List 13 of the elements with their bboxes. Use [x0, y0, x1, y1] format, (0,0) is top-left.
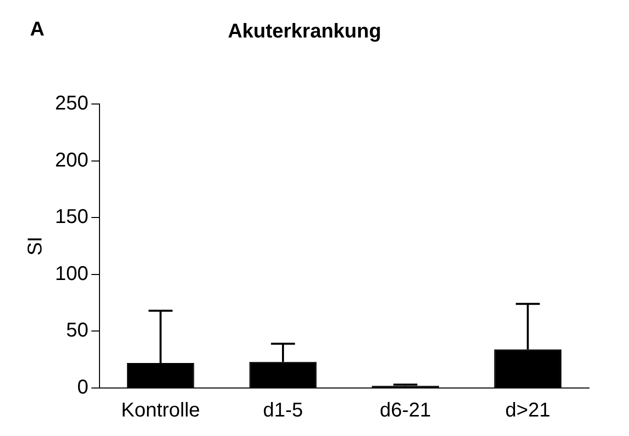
y-tick-label: 50	[66, 320, 88, 342]
chart-title: Akuterkrankung	[228, 20, 382, 43]
x-tick-label: Kontrolle	[121, 400, 200, 422]
y-axis-title: SI	[24, 236, 47, 256]
text: A	[30, 18, 44, 41]
x-tick-label: d>21	[505, 400, 550, 422]
y-tick-label: 250	[54, 92, 88, 115]
y-tick-label: 150	[54, 206, 88, 228]
y-tick-label: 0	[77, 376, 88, 399]
x-tick-label: d1-5	[262, 400, 303, 422]
x-tick-label: d6-21	[380, 400, 431, 422]
y-tick-label: 200	[54, 149, 88, 172]
y-tick-label: 100	[54, 262, 88, 285]
